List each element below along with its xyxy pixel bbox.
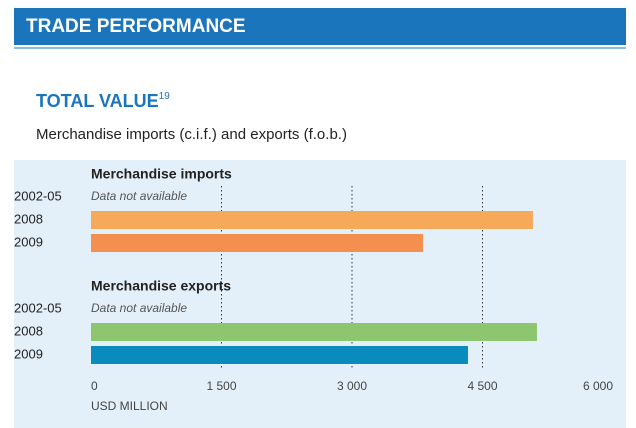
category-label: 2008	[14, 323, 43, 338]
chart-title: TOTAL VALUE19	[36, 91, 170, 111]
header-bar	[14, 8, 626, 45]
x-tick-label: 4 500	[467, 379, 497, 393]
value-label: Data not available	[91, 189, 187, 203]
bar	[91, 346, 468, 364]
x-tick-label: 3 000	[337, 379, 367, 393]
category-label: 2008	[14, 211, 43, 226]
panel-title: Merchandise exports	[91, 278, 231, 294]
chart-area	[14, 160, 626, 428]
x-axis-label: USD MILLION	[91, 399, 168, 413]
x-tick-label: 6 000	[583, 379, 613, 393]
category-label: 2002-05	[14, 188, 62, 203]
x-tick-label: 1 500	[206, 379, 236, 393]
title-text: TOTAL VALUE	[36, 91, 159, 111]
value-label: Data not available	[91, 301, 187, 315]
bar	[91, 211, 533, 229]
title-note: 19	[159, 91, 171, 102]
bar	[91, 234, 423, 252]
header-title: TRADE PERFORMANCE	[26, 16, 246, 37]
category-label: 2009	[14, 234, 43, 249]
category-label: 2009	[14, 346, 43, 361]
category-label: 2002-05	[14, 300, 62, 315]
bar	[91, 323, 537, 341]
panel-title: Merchandise imports	[91, 166, 232, 182]
x-tick-label: 0	[91, 379, 98, 393]
chart-subtitle: Merchandise imports (c.i.f.) and exports…	[36, 126, 347, 143]
